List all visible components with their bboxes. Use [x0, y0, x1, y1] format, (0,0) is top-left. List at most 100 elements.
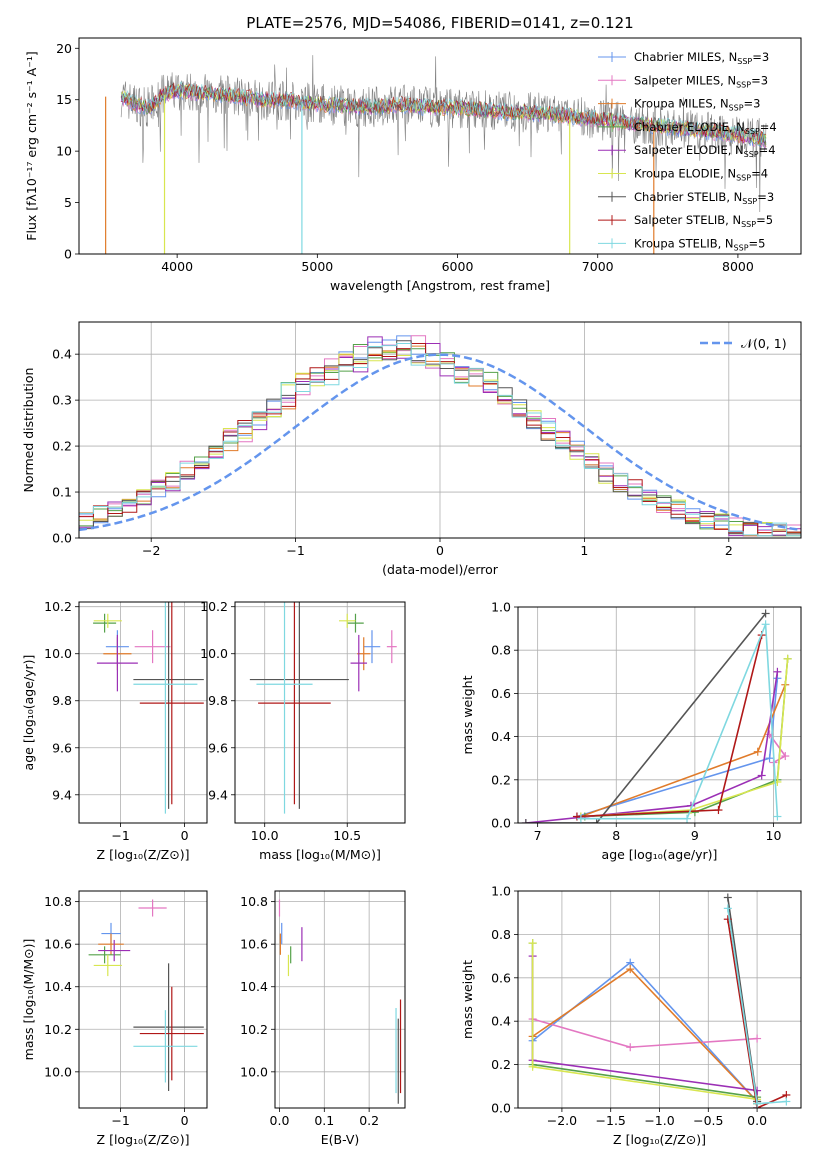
x-tick-label: 1: [580, 543, 588, 558]
x-tick-label: 9: [691, 828, 699, 843]
x-tick-label: 0: [181, 828, 189, 843]
x-tick-label: 8: [612, 828, 620, 843]
mass-vs-z-panel: −1 0 10.0 10.2 10.4 10.6 10.8 Z [log₁₀(Z/Z⊙)] ma…: [21, 890, 208, 1147]
residuals-panel: −2 −1 0 1 2 0.0 0.1 0.2 0.3 0.4 (data-model)/error…: [21, 321, 802, 577]
y-tick-label: 9.6: [208, 740, 228, 755]
x-axis-label: mass [log₁₀(M/M⊙)]: [259, 847, 381, 862]
legend-label-sub: SSP: [744, 150, 759, 159]
axes-frame: [234, 601, 406, 824]
x-axis-label: Z [log₁₀(Z/Z⊙)]: [97, 1132, 190, 1147]
x-tick-label: 0.0: [747, 1113, 767, 1128]
axes-frame: [517, 606, 802, 824]
plot-area: [528, 893, 791, 1108]
y-axis-label: mass [log₁₀(M/M⊙)]: [21, 939, 36, 1061]
y-tick-label: 0.8: [491, 643, 511, 658]
legend-label-tail: =5: [756, 213, 773, 227]
x-tick-label: 7: [534, 828, 542, 843]
x-axis-label: age [log₁₀(age/yr)]: [602, 847, 718, 862]
y-tick-label: 0.0: [491, 1101, 511, 1116]
spectrum-model-line: [120, 83, 767, 145]
x-axis-label: wavelength [Angstrom, rest frame]: [330, 278, 550, 293]
legend-label-sub: SSP: [734, 243, 749, 252]
y-axis-label: mass weight: [460, 960, 475, 1039]
x-tick-label: −1: [111, 828, 129, 843]
y-tick-label: 9.6: [52, 740, 72, 755]
legend-label-main: Salpeter ELODIE, N: [634, 143, 744, 157]
x-axis-label: Z [log₁₀(Z/Z⊙)]: [97, 847, 190, 862]
y-tick-label: 9.8: [52, 693, 72, 708]
axes-frame: [78, 601, 208, 824]
legend-label: Salpeter STELIB, NSSP=5: [634, 213, 773, 229]
plot-area: [249, 602, 397, 814]
legend-label-sub: SSP: [729, 104, 744, 113]
y-tick-label: 0.2: [491, 1057, 511, 1072]
weight-line: [584, 658, 789, 818]
legend-label-sub: SSP: [736, 80, 751, 89]
legend-label-main: Salpeter STELIB, N: [634, 213, 741, 227]
histogram-step: [79, 342, 801, 537]
x-tick-label: 8000: [722, 259, 754, 274]
legend-label-main: Chabrier MILES, N: [634, 50, 737, 64]
x-axis-label: E(B-V): [321, 1132, 360, 1147]
normal-curve: [79, 353, 799, 532]
y-tick-label: 10.0: [44, 1064, 72, 1079]
legend-label-sub: SSP: [737, 57, 752, 66]
y-tick-label: 0.3: [52, 393, 72, 408]
y-tick-label: 0.4: [52, 347, 72, 362]
legend-label-sub: SSP: [741, 220, 756, 229]
legend-label-tail: =3: [744, 97, 761, 111]
y-tick-label: 10.2: [44, 599, 72, 614]
y-tick-label: 0: [64, 247, 72, 262]
y-axis-label: Flux [fλ10⁻¹⁷ erg cm⁻² s⁻¹ A⁻¹]: [24, 51, 39, 240]
y-tick-label: 0.8: [491, 927, 511, 942]
y-tick-label: 10.6: [44, 937, 72, 952]
age-vs-mass-panel: 10.0 10.5 9.4 9.6 9.8 10.0 10.2 mass [log₁₀(M/M…: [200, 599, 406, 862]
x-tick-label: −1.5: [596, 1113, 626, 1128]
legend-label-sub: SSP: [745, 127, 760, 136]
y-tick-label: 0.1: [52, 485, 72, 500]
weight-vs-age-panel: 7 8 9 10 0.0 0.2 0.4 0.6 0.8 1.0 age [log₁₀(age/yr…: [460, 600, 802, 862]
plot-area: [105, 55, 767, 254]
y-tick-label: 5: [64, 195, 72, 210]
figure-title: PLATE=2576, MJD=54086, FIBERID=0141, z=0…: [246, 14, 633, 32]
y-tick-label: 0.4: [491, 729, 511, 744]
legend-label: Chabrier ELODIE, NSSP=4: [634, 120, 777, 136]
weight-line: [576, 678, 779, 818]
legend-label-tail: =3: [757, 190, 774, 204]
plot-area: [278, 899, 402, 1104]
x-tick-label: 0.2: [359, 1113, 379, 1128]
x-axis-label: Z [log₁₀(Z/Z⊙)]: [613, 1132, 706, 1147]
x-tick-label: −1: [286, 543, 304, 558]
x-tick-label: 0: [436, 543, 444, 558]
y-tick-label: 0.0: [52, 531, 72, 546]
x-tick-label: 2: [725, 543, 733, 558]
histogram-step: [79, 340, 801, 537]
y-tick-label: 10.8: [240, 894, 268, 909]
age-vs-z-panel: −1 0 9.4 9.6 9.8 10.0 10.2 Z [log₁₀(Z/Z⊙)] age […: [21, 599, 208, 862]
legend-label: Kroupa STELIB, NSSP=5: [634, 236, 765, 252]
legend-label-main: Kroupa STELIB, N: [634, 236, 734, 250]
y-tick-label: 9.8: [208, 693, 228, 708]
plot-area: [93, 602, 204, 814]
legend-label-main: Salpeter MILES, N: [634, 73, 736, 87]
y-tick-label: 10.0: [240, 1064, 268, 1079]
x-tick-label: 4000: [161, 259, 193, 274]
legend-label: Kroupa ELODIE, NSSP=4: [634, 167, 768, 183]
spectrum-panel: 4000 5000 6000 7000 8000 0 5 10 15 20 wavelength […: [24, 37, 802, 293]
x-tick-label: −0.5: [693, 1113, 723, 1128]
y-tick-label: 10.0: [44, 646, 72, 661]
legend-label: Salpeter MILES, NSSP=3: [634, 73, 768, 89]
x-tick-label: 5000: [301, 259, 333, 274]
legend-label-tail: =4: [759, 143, 776, 157]
weight-line: [531, 943, 758, 1104]
x-tick-label: −2.0: [547, 1113, 577, 1128]
x-tick-label: −1: [111, 1113, 129, 1128]
y-tick-label: 0.6: [491, 970, 511, 985]
legend-label-tail: =3: [752, 50, 769, 64]
axes-frame: [78, 890, 208, 1109]
x-tick-label: 0: [181, 1113, 189, 1128]
axes-frame: [274, 890, 406, 1109]
spectrum-model-line: [120, 81, 767, 144]
